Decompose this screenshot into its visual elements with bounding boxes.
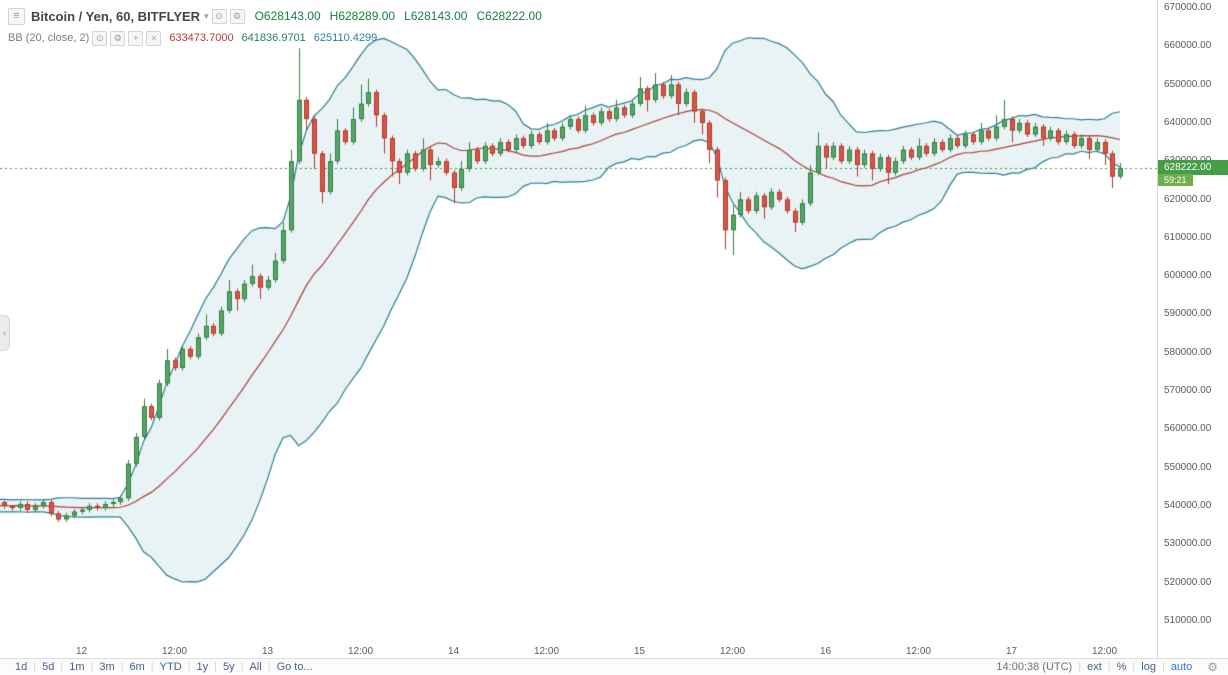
range-button-3m[interactable]: 3m <box>99 661 115 673</box>
price-axis-label: 520000.00 <box>1164 576 1212 588</box>
symbol-legend-row: ≡ Bitcoin / Yen, 60, BITFLYER ▾ ⊙ ⚙ O628… <box>8 6 542 26</box>
price-axis-label: 670000.00 <box>1164 2 1212 13</box>
time-axis-label: 12:00 <box>533 646 560 657</box>
auto-scale-button[interactable]: auto <box>1170 661 1193 673</box>
price-axis-label: 660000.00 <box>1164 40 1212 52</box>
range-button-5d[interactable]: 5d <box>42 661 55 673</box>
separator: | <box>240 661 244 673</box>
range-button-ytd[interactable]: YTD <box>159 661 182 673</box>
separator: | <box>1161 661 1165 673</box>
chart-plot-area[interactable]: ≡ Bitcoin / Yen, 60, BITFLYER ▾ ⊙ ⚙ O628… <box>0 0 1157 645</box>
range-button-6m[interactable]: 6m <box>129 661 145 673</box>
open-value: O628143.00 <box>254 9 321 23</box>
range-button-1y[interactable]: 1y <box>196 661 209 673</box>
close-icon[interactable]: × <box>146 30 162 46</box>
time-axis-label: 16 <box>819 646 832 657</box>
time-axis-label: 12:00 <box>161 646 188 657</box>
price-axis-label: 590000.00 <box>1164 308 1212 320</box>
chevron-down-icon[interactable]: ▾ <box>204 10 209 21</box>
range-button-5y[interactable]: 5y <box>222 661 235 673</box>
time-axis-label: 14 <box>447 646 460 657</box>
separator: | <box>267 661 271 673</box>
log-scale-button[interactable]: log <box>1141 661 1156 673</box>
time-axis[interactable]: 12 12:00 13 12:00 14 12:00 15 12:00 16 12:00 17 12:… <box>0 645 1157 658</box>
price-axis-label: 510000.00 <box>1164 614 1212 626</box>
range-button-1d[interactable]: 1d <box>15 661 28 673</box>
range-buttons: 1d | 5d | 1m | 3m | 6m | YTD | 1y | 5y | All | <box>10 661 272 673</box>
plus-icon[interactable]: + <box>128 30 144 46</box>
price-axis-label: 530000.00 <box>1164 538 1212 550</box>
price-axis-label: 540000.00 <box>1164 499 1212 511</box>
time-axis-label: 12:00 <box>905 646 932 657</box>
price-axis-label: 640000.00 <box>1164 116 1212 128</box>
separator: | <box>1132 661 1136 673</box>
time-axis-label: 12:00 <box>1091 646 1118 657</box>
price-axis-label: 580000.00 <box>1164 346 1212 358</box>
chart-legend: ≡ Bitcoin / Yen, 60, BITFLYER ▾ ⊙ ⚙ O628… <box>8 6 542 46</box>
price-axis-label: 570000.00 <box>1164 385 1212 396</box>
time-axis-label: 12:00 <box>347 646 374 657</box>
separator: | <box>187 661 191 673</box>
separator: | <box>1078 661 1082 673</box>
extended-hours-button[interactable]: ext <box>1087 661 1102 673</box>
indicator-legend-row: BB (20, close, 2) ⊙ ⚙ + × 633473.7000 64… <box>8 30 542 46</box>
bb-basis-value: 633473.7000 <box>169 32 234 44</box>
price-axis-label: 560000.00 <box>1164 423 1212 435</box>
separator: | <box>60 661 64 673</box>
clock-utc[interactable]: 14:00:38 (UTC) <box>996 661 1073 673</box>
last-price-badge: 628222.00 <box>1158 160 1228 175</box>
gear-icon[interactable]: ⚙ <box>1207 660 1218 674</box>
time-axis-label: 13 <box>261 646 274 657</box>
separator: | <box>214 661 217 673</box>
menu-icon[interactable]: ≡ <box>8 7 25 25</box>
ohlc-values: O628143.00 H628289.00 L628143.00 C628222… <box>255 9 542 23</box>
indicator-label[interactable]: BB (20, close, 2) <box>8 32 90 44</box>
percent-scale-button[interactable]: % <box>1116 661 1127 673</box>
separator: | <box>33 661 37 673</box>
time-axis-label: 12:00 <box>719 646 746 657</box>
price-axis-label: 610000.00 <box>1164 231 1212 243</box>
time-axis-label: 15 <box>633 646 646 657</box>
price-axis-label: 600000.00 <box>1164 270 1212 282</box>
close-value: C628222.00 <box>476 9 542 23</box>
eye-icon[interactable]: ⊙ <box>92 30 108 46</box>
bar-countdown-badge: 59:21 <box>1158 174 1193 186</box>
range-button-1m[interactable]: 1m <box>69 661 85 673</box>
price-axis-label: 550000.00 <box>1164 461 1212 473</box>
price-axis-label: 650000.00 <box>1164 78 1212 90</box>
low-value: L628143.00 <box>404 9 468 23</box>
bb-lower-value: 625110.4299 <box>313 32 378 44</box>
separator: | <box>90 661 94 673</box>
candlestick-chart-canvas[interactable] <box>0 0 1157 645</box>
bottom-toolbar: 1d | 5d | 1m | 3m | 6m | YTD | 1y | 5y | All | Go to... 1… <box>0 658 1228 675</box>
symbol-title[interactable]: Bitcoin / Yen, 60, BITFLYER <box>31 8 201 24</box>
gear-icon[interactable]: ⚙ <box>110 30 126 46</box>
high-value: H628289.00 <box>329 9 396 23</box>
drawing-toolbar-collapse-handle[interactable]: ‹ <box>0 315 10 351</box>
separator: | <box>120 661 124 673</box>
price-axis-label: 620000.00 <box>1164 193 1212 205</box>
price-axis[interactable]: 628222.00 59:21 670000.00 660000.00 650000… <box>1157 0 1228 658</box>
eye-icon[interactable]: ⊙ <box>211 8 227 24</box>
range-button-all[interactable]: All <box>249 661 262 673</box>
time-axis-label: 12 <box>75 646 88 657</box>
indicator-values: 633473.7000 641836.9701 625110.4299 <box>169 32 377 44</box>
goto-button[interactable]: Go to... <box>276 661 313 673</box>
separator: | <box>1107 661 1111 673</box>
separator: | <box>150 661 154 673</box>
bb-upper-value: 641836.9701 <box>241 32 306 44</box>
time-axis-label: 17 <box>1005 646 1018 657</box>
gear-icon[interactable]: ⚙ <box>229 8 245 24</box>
